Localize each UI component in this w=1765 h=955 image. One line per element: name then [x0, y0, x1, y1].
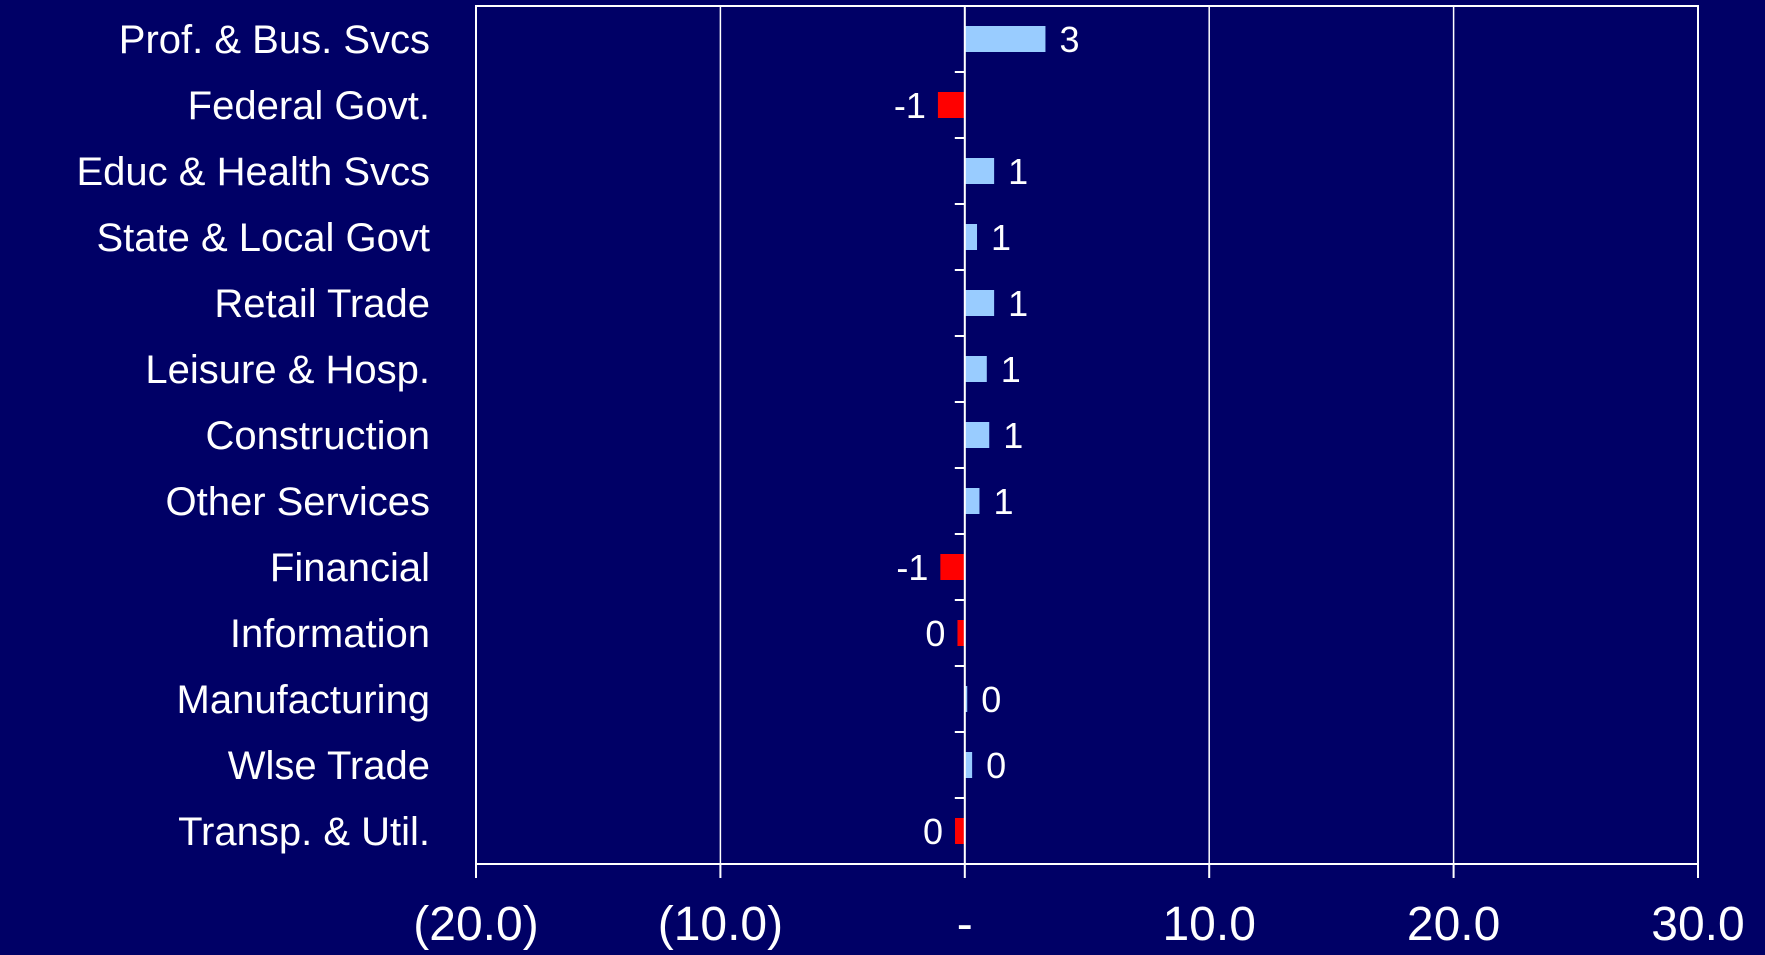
x-tick-label: 30.0 — [1651, 898, 1744, 950]
data-label: 1 — [1003, 415, 1023, 456]
category-label: Other Services — [165, 480, 430, 524]
data-label: 0 — [986, 745, 1006, 786]
bar — [964, 488, 980, 514]
x-tick-label: 10.0 — [1162, 898, 1255, 950]
category-label: Prof. & Bus. Svcs — [119, 18, 430, 62]
x-tick-label: (20.0) — [413, 898, 538, 950]
x-tick-label: (10.0) — [658, 898, 783, 950]
plot-area-frame — [475, 5, 1699, 865]
data-label: 0 — [923, 811, 943, 852]
category-label: Transp. & Util. — [178, 810, 430, 854]
bar — [940, 554, 965, 580]
data-label: 1 — [993, 481, 1013, 522]
category-label: Construction — [205, 414, 430, 458]
x-tick-label: - — [957, 898, 973, 950]
category-label: State & Local Govt — [96, 216, 430, 260]
data-label: 0 — [981, 679, 1001, 720]
bar — [937, 92, 965, 118]
gridlines — [719, 6, 1455, 864]
category-label: Leisure & Hosp. — [145, 348, 430, 392]
category-label: Educ & Health Svcs — [77, 150, 431, 194]
labels: (20.0) (10.0) - 10.0 20.0 30.0 Prof. & Bus. Sv… — [77, 18, 1745, 951]
data-label: 1 — [991, 217, 1011, 258]
category-label: Financial — [270, 546, 430, 590]
x-tick-label: 20.0 — [1407, 898, 1500, 950]
data-label: 0 — [925, 613, 945, 654]
data-label: 1 — [1008, 151, 1028, 192]
bar — [957, 620, 965, 646]
category-label: Manufacturing — [177, 678, 430, 722]
category-label: Retail Trade — [214, 282, 430, 326]
data-label: 1 — [1001, 349, 1021, 390]
bar — [964, 158, 995, 184]
bar — [964, 356, 987, 382]
bars — [937, 26, 1046, 844]
category-label: Information — [230, 612, 430, 656]
category-label: Federal Govt. — [188, 84, 430, 128]
bar — [964, 752, 973, 778]
bar — [964, 422, 990, 448]
bar — [964, 290, 995, 316]
data-label: 1 — [1008, 283, 1028, 324]
bar — [955, 818, 965, 844]
bar — [964, 686, 968, 712]
category-label: Wlse Trade — [228, 744, 430, 788]
data-label: -1 — [894, 85, 926, 126]
axes — [475, 5, 1699, 878]
bar — [964, 26, 1046, 52]
data-label: 3 — [1059, 19, 1079, 60]
bar — [964, 224, 978, 250]
data-label: -1 — [896, 547, 928, 588]
